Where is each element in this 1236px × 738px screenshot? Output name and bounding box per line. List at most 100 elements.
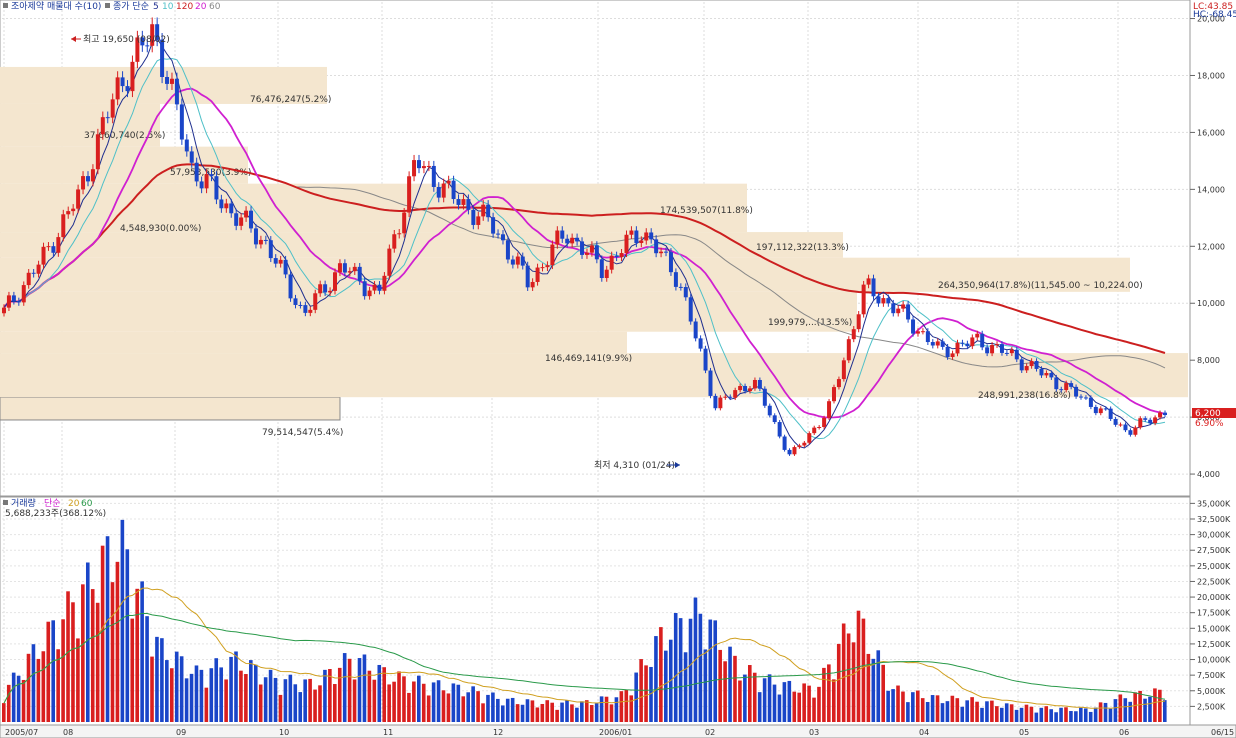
volume-ma-60-line [3,612,1166,704]
volume-bar [76,638,80,722]
mid-label: 4,548,930(0.00%) [120,224,201,234]
volume-bar [71,602,75,722]
candle-body [599,259,604,279]
candle-body [851,329,856,340]
volume-bar [999,707,1004,722]
candle-body [1004,352,1009,354]
volume-bar [1059,707,1063,722]
volume-bar [876,650,881,722]
candle-body [1054,377,1059,390]
volume-bar [827,664,831,722]
candle-body [1014,349,1019,360]
candle-body [120,77,125,87]
candle-body [802,442,807,446]
candle-body [263,239,268,241]
candle-body [668,252,673,273]
candle-body [589,245,594,253]
candle-body [288,274,293,299]
volume-bar [619,691,624,722]
candle-body [1143,418,1148,420]
candle-body [901,304,906,309]
volume-bar [337,667,342,722]
y-tick-label: 15,000K [1197,624,1231,633]
candle-body [713,395,718,409]
volume-bar [145,616,149,722]
profile-label: 146,469,141(9.9%) [545,354,632,364]
volume-bar [743,674,747,722]
volume-bar [387,684,391,722]
volume-bar [762,678,767,722]
candle-body [1029,360,1034,367]
volume-bar [1153,688,1157,722]
candle-body [357,266,362,282]
volume-bar [367,670,372,722]
volume-bar [130,618,135,722]
volume-bar [1069,711,1073,722]
volume-bar [209,668,214,722]
volume-bar [560,702,564,722]
candle-body [1123,424,1128,431]
candle-body [382,275,387,291]
profile-band [0,331,627,354]
candle-body [451,180,456,200]
volume-bar [407,692,411,722]
candle-body [1034,360,1039,369]
y-tick-label: 35,000K [1197,499,1231,508]
volume-bar [120,519,125,722]
candle-body [925,331,930,343]
candle-body [204,174,209,189]
candle-body [1059,389,1064,391]
candle-body [1148,419,1153,424]
volume-bar [402,676,406,722]
y-tick-label: 22,500K [1197,577,1231,586]
profile-label: 57,953,530(3.9%) [170,168,251,178]
volume-bar [822,667,826,722]
volume-bar [970,697,974,722]
volume-bar [757,692,762,722]
volume-bar [812,697,816,722]
candle-body [268,240,273,259]
candle-body [822,417,827,427]
volume-bar [431,682,436,722]
candle-body [416,160,421,169]
volume-bar [169,668,174,722]
volume-bar [244,674,248,722]
candle-body [950,353,955,358]
candle-body [945,346,950,358]
candle-body [1113,418,1118,425]
candle-body [51,246,56,253]
current-change: 6.90% [1195,419,1224,429]
profile-band [0,396,341,421]
volume-bar [476,691,480,722]
volume-bar [253,664,258,722]
volume-bar [184,678,189,722]
volume-bar [36,658,41,722]
volume-bar [614,697,619,722]
candle-body [135,37,140,62]
volume-bar [802,683,806,722]
candle-body [896,308,901,314]
y-tick-label: 7,500K [1197,671,1226,680]
candle-body [634,230,639,244]
volume-bar [555,709,559,722]
profile-label: 197,112,322(13.3%) [756,243,849,253]
volume-bar [1049,709,1053,722]
profile-label: 248,991,238(16.8%) [978,391,1071,401]
volume-bar [150,656,154,722]
candle-body [649,232,654,240]
volume-bar [90,589,95,722]
candle-body [421,166,426,169]
candle-body [1108,408,1113,419]
candle-body [481,204,486,217]
volume-bar [11,672,16,722]
candle-body [515,256,520,265]
y-tick-label: 32,500K [1197,515,1231,524]
candle-body [491,217,496,234]
volume-legend-ma: 단순 [44,498,61,509]
candle-body [90,169,95,182]
volume-bar [580,701,584,722]
candle-body [1019,359,1024,371]
volume-bar [1034,712,1039,722]
candle-body [752,379,757,389]
